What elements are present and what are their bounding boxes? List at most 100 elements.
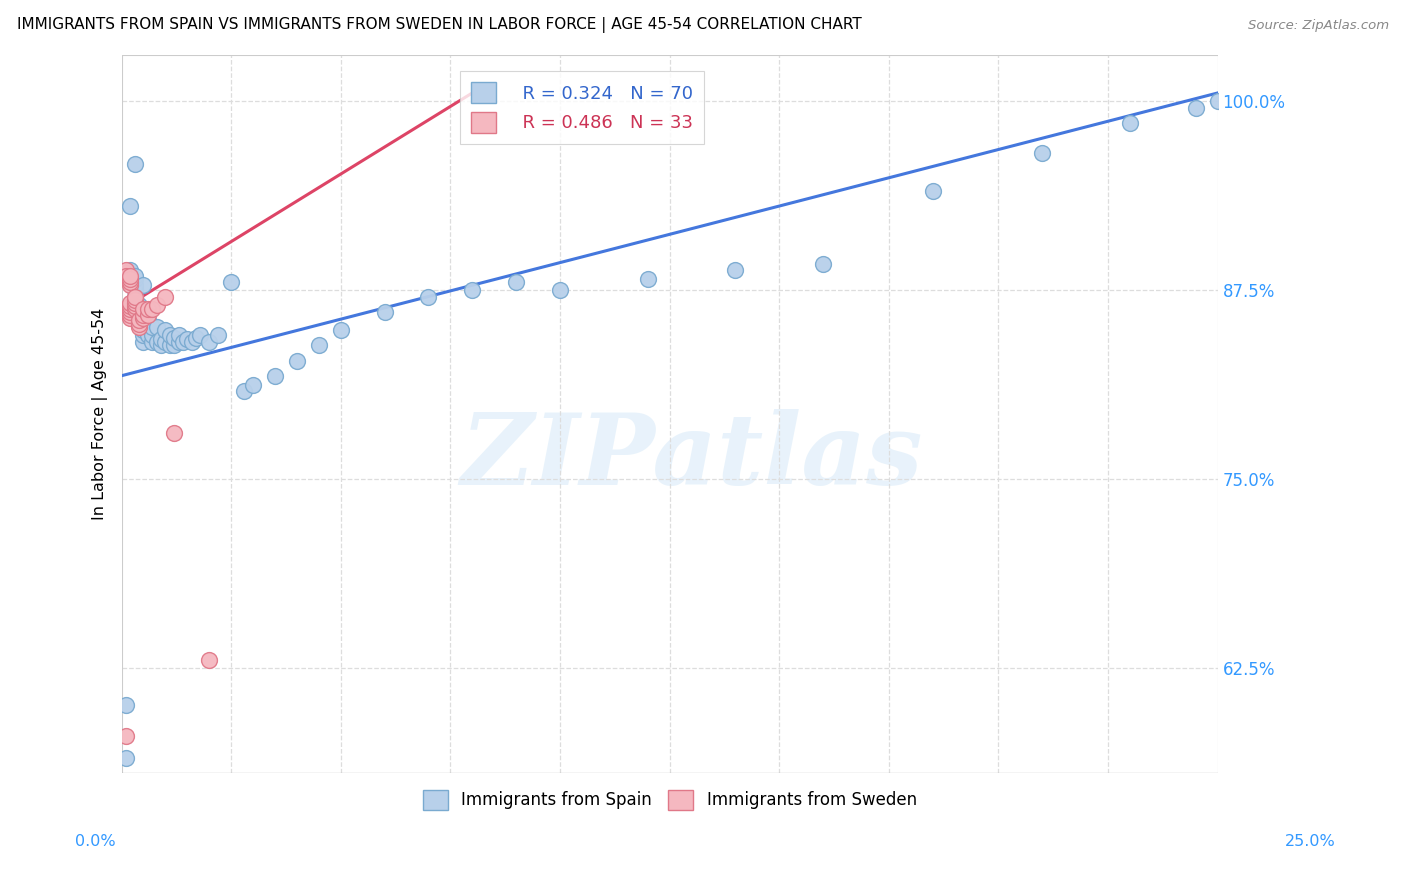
Point — [163, 426, 186, 441]
Point — [285, 353, 308, 368]
Point — [308, 338, 330, 352]
Point — [145, 320, 167, 334]
Text: IMMIGRANTS FROM SPAIN VS IMMIGRANTS FROM SWEDEN IN LABOR FORCE | AGE 45-54 CORRE: IMMIGRANTS FROM SPAIN VS IMMIGRANTS FROM… — [17, 17, 862, 32]
Point — [190, 327, 212, 342]
Point — [124, 290, 146, 304]
Point — [155, 335, 177, 350]
Point — [120, 268, 142, 283]
Point — [120, 263, 142, 277]
Point — [637, 272, 659, 286]
Point — [132, 302, 155, 317]
Point — [155, 323, 177, 337]
Point — [132, 308, 155, 322]
Point — [176, 333, 198, 347]
Point — [141, 327, 163, 342]
Point — [120, 268, 142, 283]
Point — [1119, 116, 1142, 130]
Point — [159, 338, 181, 352]
Point — [167, 335, 190, 350]
Point — [1206, 94, 1229, 108]
Point — [418, 290, 440, 304]
Point — [1031, 146, 1053, 161]
Point — [124, 296, 146, 310]
Point — [124, 283, 146, 297]
Point — [115, 268, 138, 283]
Point — [811, 257, 834, 271]
Text: 0.0%: 0.0% — [76, 834, 115, 848]
Point — [172, 335, 194, 350]
Point — [128, 318, 150, 332]
Point — [167, 327, 190, 342]
Text: ZIPatlas: ZIPatlas — [460, 409, 922, 506]
Point — [124, 157, 146, 171]
Point — [219, 275, 242, 289]
Point — [132, 318, 155, 332]
Point — [120, 308, 142, 322]
Point — [120, 199, 142, 213]
Point — [141, 302, 163, 317]
Point — [233, 384, 256, 398]
Point — [128, 320, 150, 334]
Point — [128, 312, 150, 326]
Point — [115, 751, 138, 765]
Text: 25.0%: 25.0% — [1285, 834, 1336, 848]
Point — [136, 320, 159, 334]
Point — [264, 368, 287, 383]
Point — [115, 263, 138, 277]
Point — [120, 272, 142, 286]
Point — [128, 298, 150, 312]
Point — [136, 302, 159, 317]
Point — [921, 184, 943, 198]
Point — [120, 272, 142, 286]
Point — [128, 312, 150, 326]
Point — [115, 729, 138, 743]
Point — [198, 653, 221, 667]
Y-axis label: In Labor Force | Age 45-54: In Labor Force | Age 45-54 — [93, 308, 108, 520]
Point — [136, 327, 159, 342]
Point — [115, 266, 138, 280]
Point — [145, 298, 167, 312]
Point — [124, 302, 146, 317]
Point — [141, 335, 163, 350]
Point — [505, 275, 527, 289]
Point — [1184, 101, 1206, 115]
Point — [128, 308, 150, 322]
Point — [120, 305, 142, 319]
Point — [374, 305, 396, 319]
Point — [159, 327, 181, 342]
Point — [132, 278, 155, 293]
Point — [124, 299, 146, 313]
Point — [132, 323, 155, 337]
Point — [136, 312, 159, 326]
Point — [120, 296, 142, 310]
Point — [329, 323, 352, 337]
Point — [115, 698, 138, 713]
Point — [724, 263, 747, 277]
Point — [242, 377, 264, 392]
Point — [461, 283, 484, 297]
Point — [207, 327, 229, 342]
Legend: Immigrants from Spain, Immigrants from Sweden: Immigrants from Spain, Immigrants from S… — [416, 783, 924, 817]
Point — [132, 311, 155, 326]
Point — [132, 308, 155, 322]
Point — [132, 335, 155, 350]
Point — [184, 331, 207, 345]
Point — [155, 290, 177, 304]
Point — [115, 268, 138, 283]
Point — [180, 335, 202, 350]
Point — [149, 333, 172, 347]
Point — [120, 302, 142, 317]
Point — [124, 278, 146, 293]
Point — [163, 338, 186, 352]
Point — [124, 302, 146, 317]
Point — [136, 308, 159, 322]
Point — [132, 327, 155, 342]
Point — [124, 272, 146, 286]
Point — [120, 275, 142, 289]
Point — [120, 278, 142, 293]
Point — [145, 335, 167, 350]
Point — [163, 331, 186, 345]
Point — [149, 338, 172, 352]
Point — [198, 335, 221, 350]
Point — [120, 266, 142, 280]
